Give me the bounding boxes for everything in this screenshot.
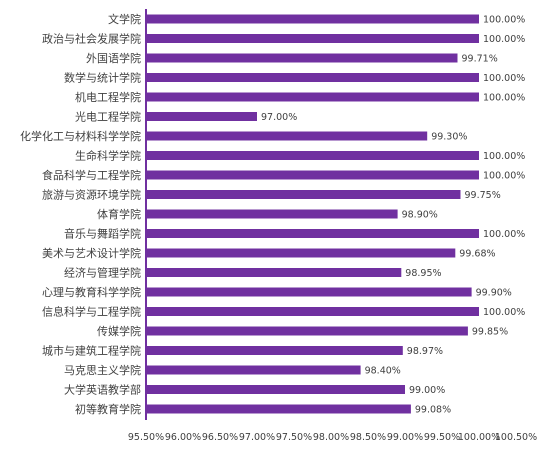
bar-value-label: 99.75% — [465, 190, 501, 201]
category-label: 数学与统计学院 — [64, 71, 141, 85]
category-label: 马克思主义学院 — [64, 363, 141, 377]
x-tick-label: 99.00% — [387, 432, 423, 443]
category-label: 生命科学学院 — [75, 149, 141, 163]
x-tick-label: 97.50% — [276, 432, 312, 443]
x-tick-label: 100.50% — [495, 432, 537, 443]
bar — [146, 268, 402, 277]
category-label: 旅游与资源环境学院 — [42, 188, 141, 202]
bar-value-label: 99.90% — [476, 288, 512, 299]
bar — [146, 131, 428, 141]
category-label: 传媒学院 — [97, 324, 141, 338]
bar — [146, 151, 479, 160]
category-label: 化学化工与材料科学学院 — [20, 129, 141, 143]
bar — [146, 112, 257, 121]
category-label: 机电工程学院 — [75, 90, 141, 104]
category-label: 美术与艺术设计学院 — [42, 246, 141, 260]
x-tick-label: 97.00% — [239, 432, 275, 443]
bar — [146, 404, 411, 414]
bar-value-label: 97.00% — [261, 112, 297, 123]
category-label: 城市与建筑工程学院 — [42, 344, 141, 358]
bar-value-label: 99.00% — [409, 385, 445, 396]
category-label: 文学院 — [108, 12, 141, 26]
bar-value-label: 99.30% — [431, 132, 467, 143]
x-tick-label: 98.00% — [313, 432, 349, 443]
bar — [146, 248, 456, 258]
value-labels-layer: 100.00% 100.00% 99.71% 100.00% 100.00% 97.00%… — [261, 15, 525, 416]
category-label: 音乐与舞蹈学院 — [64, 227, 141, 241]
bar — [146, 34, 479, 43]
bar-value-label: 100.00% — [483, 151, 525, 162]
bar — [146, 287, 472, 297]
bar-value-label: 98.97% — [407, 346, 443, 357]
category-label: 信息科学与工程学院 — [42, 305, 141, 319]
category-label: 政治与社会发展学院 — [42, 32, 141, 46]
bar — [146, 53, 458, 63]
bar-value-label: 99.71% — [462, 54, 498, 65]
bar — [146, 92, 479, 102]
bars-layer — [146, 14, 479, 414]
bar-value-label: 100.00% — [483, 229, 525, 240]
bar — [146, 346, 403, 355]
category-label: 初等教育学院 — [75, 402, 141, 416]
bar-value-label: 100.00% — [483, 15, 525, 26]
bar — [146, 229, 479, 238]
x-tick-labels-layer: 95.50% 96.00% 96.50% 97.00% 97.50% 98.00% 98.5… — [128, 432, 537, 443]
bar-value-label: 99.68% — [459, 249, 495, 260]
x-tick-label: 96.00% — [165, 432, 201, 443]
category-label: 光电工程学院 — [75, 110, 141, 124]
bar-value-label: 100.00% — [483, 73, 525, 84]
category-label: 体育学院 — [97, 207, 141, 221]
bar-value-label: 100.00% — [483, 93, 525, 104]
x-tick-label: 99.50% — [424, 432, 460, 443]
bar — [146, 365, 361, 375]
category-label: 经济与管理学院 — [64, 266, 141, 280]
bar — [146, 190, 461, 199]
x-tick-label: 98.50% — [350, 432, 386, 443]
bar — [146, 170, 479, 180]
category-label: 食品科学与工程学院 — [42, 168, 141, 182]
category-label: 大学英语教学部 — [64, 383, 141, 397]
bar — [146, 326, 468, 336]
x-tick-label: 95.50% — [128, 432, 164, 443]
bar — [146, 209, 398, 219]
bar — [146, 307, 479, 316]
bar-value-label: 98.95% — [405, 268, 441, 279]
bar-value-label: 98.90% — [402, 210, 438, 221]
x-tick-label: 96.50% — [202, 432, 238, 443]
bar-value-label: 99.85% — [472, 327, 508, 338]
category-label: 外国语学院 — [86, 51, 141, 65]
category-labels-layer: 文学院政治与社会发展学院外国语学院数学与统计学院机电工程学院光电工程学院化学化工… — [20, 12, 141, 416]
bar-value-label: 100.00% — [483, 34, 525, 45]
bar — [146, 73, 479, 82]
bar-value-label: 100.00% — [483, 307, 525, 318]
category-label: 心理与教育科学学院 — [42, 285, 141, 299]
bar-value-label: 100.00% — [483, 171, 525, 182]
bar-value-label: 99.08% — [415, 405, 451, 416]
x-tick-label: 100.00% — [458, 432, 500, 443]
bar-value-label: 98.40% — [365, 366, 401, 377]
bar — [146, 385, 405, 394]
bar — [146, 14, 479, 24]
